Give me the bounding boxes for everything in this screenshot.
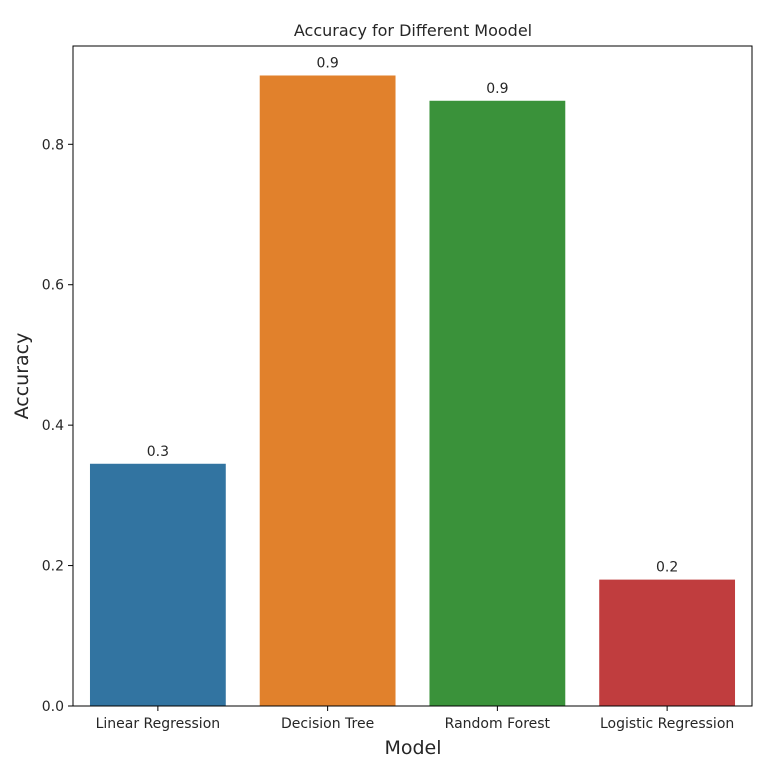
x-axis: Linear Regression Decision Tree Random For… <box>96 706 734 732</box>
bar-4 <box>599 579 736 706</box>
bars-group: 0.3 0.9 0.9 0.2 <box>89 55 736 706</box>
x-tick-label-3: Random Forest <box>445 716 551 732</box>
y-tick-label-2: 0.2 <box>42 559 64 575</box>
chart-title: Accuracy for Different Moodel <box>294 21 532 40</box>
plot-frame <box>72 45 753 707</box>
x-axis-title: Model <box>384 737 441 759</box>
y-tick-label-5: 0.8 <box>42 137 64 153</box>
bar-value-label-2: 0.9 <box>316 55 338 71</box>
y-axis: 0.0 0.2 0.4 0.6 0.8 <box>42 137 73 715</box>
y-tick-label-1: 0.0 <box>42 699 64 715</box>
bar-3 <box>429 100 566 706</box>
bar-value-label-1: 0.3 <box>147 444 169 460</box>
y-tick-label-3: 0.4 <box>42 418 64 434</box>
x-tick-label-1: Linear Regression <box>96 716 221 732</box>
bar-value-label-3: 0.9 <box>486 81 508 97</box>
bar-value-label-4: 0.2 <box>656 560 678 576</box>
bar-2 <box>259 75 396 706</box>
y-tick-label-4: 0.6 <box>42 278 64 294</box>
y-axis-title: Accuracy <box>11 333 33 420</box>
bar-1 <box>89 463 226 706</box>
x-tick-label-2: Decision Tree <box>281 716 374 732</box>
x-tick-label-4: Logistic Regression <box>600 716 734 732</box>
